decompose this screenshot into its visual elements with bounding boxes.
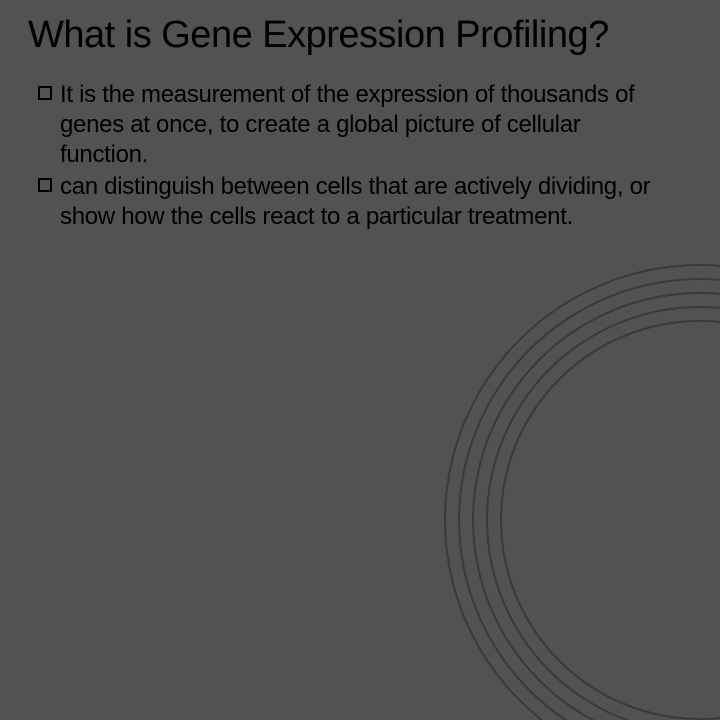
bullet-square-icon (38, 86, 52, 100)
bullet-item: It is the measurement of the expression … (38, 80, 670, 170)
decorative-arc-icon (500, 320, 720, 720)
bullet-text: can distinguish between cells that are a… (60, 172, 670, 232)
bullet-text: It is the measurement of the expression … (60, 80, 670, 170)
slide-title: What is Gene Expression Profiling? (0, 0, 720, 58)
slide-content: It is the measurement of the expression … (0, 58, 720, 232)
bullet-item: can distinguish between cells that are a… (38, 172, 670, 232)
bullet-square-icon (38, 178, 52, 192)
